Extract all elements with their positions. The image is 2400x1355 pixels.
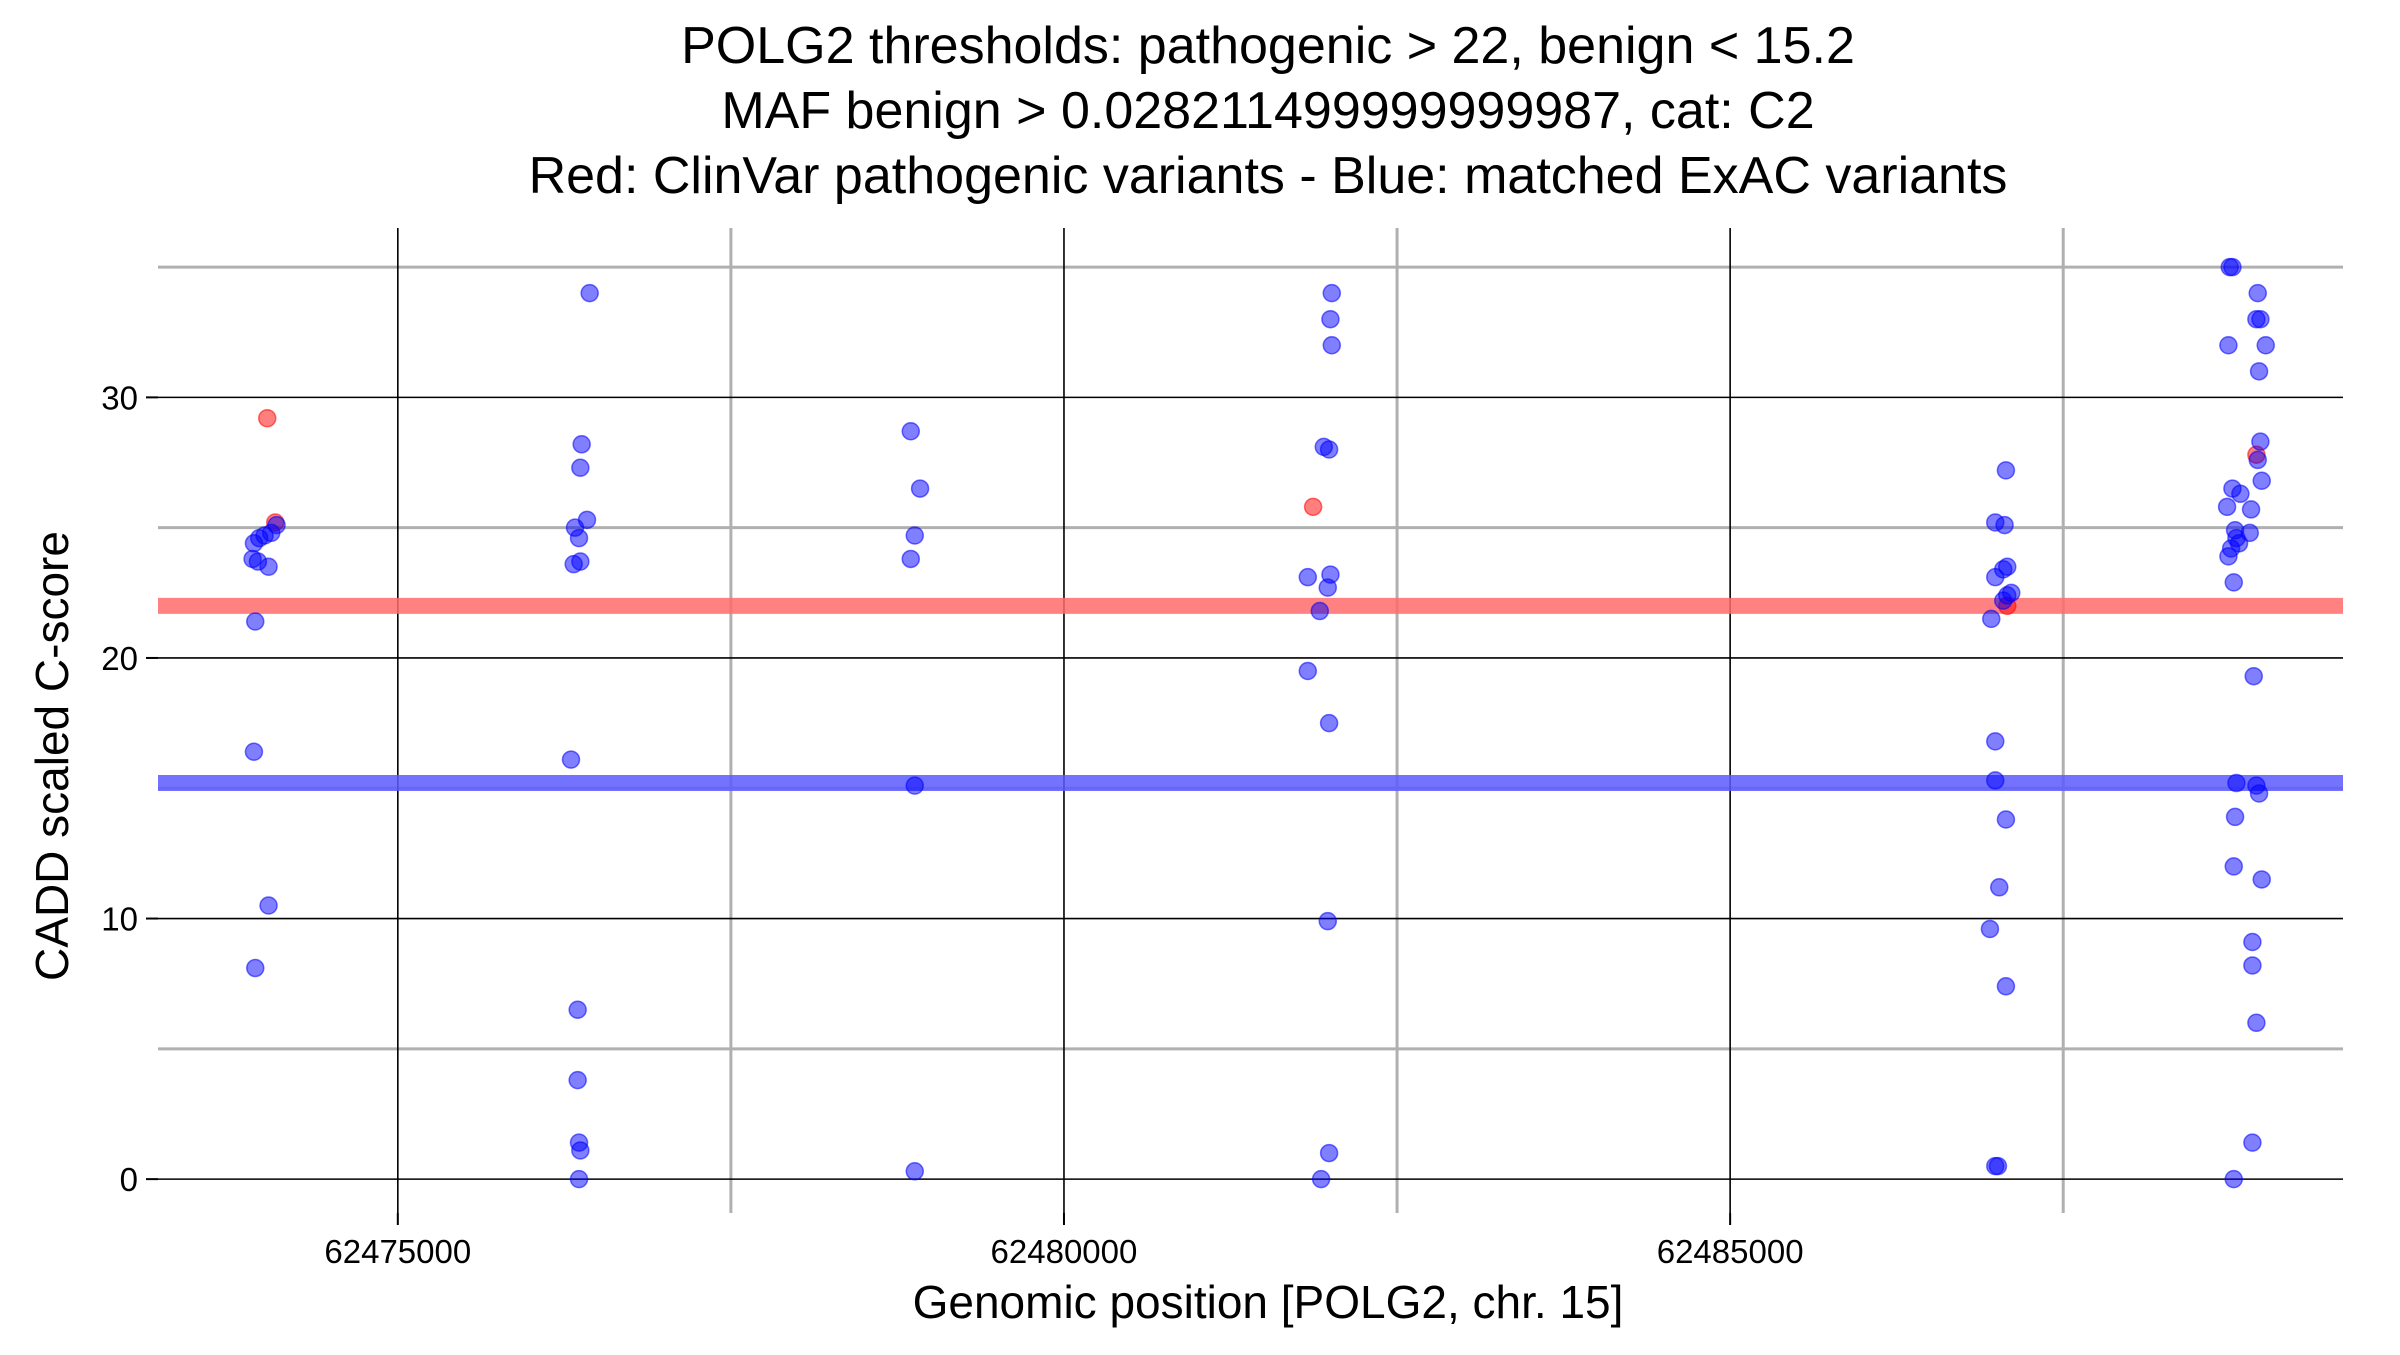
y-tick-label: 0 — [120, 1161, 138, 1198]
clinvar-pathogenic-point — [258, 408, 277, 428]
exac-variant-point — [1319, 713, 1339, 733]
clinvar-pathogenic-point — [1303, 497, 1323, 517]
exac-variant-point — [571, 458, 590, 477]
exac-variant-point — [1996, 461, 2016, 480]
exac-variant-point — [2224, 857, 2243, 876]
exac-variant-point — [580, 283, 599, 303]
exac-variant-point — [1298, 661, 1318, 681]
chart-title-line-3: Red: ClinVar pathogenic variants - Blue:… — [529, 147, 2008, 205]
exac-variant-point — [2247, 1013, 2266, 1033]
chart-title-line-2: MAF benign > 0.028211499999999987, cat: … — [721, 82, 1814, 140]
exac-variant-point — [2231, 484, 2250, 504]
x-tick-label: 62485000 — [1657, 1233, 1804, 1270]
exac-variant-point — [1996, 810, 2016, 829]
exac-variant-point — [259, 557, 278, 577]
y-tick-label: 20 — [101, 640, 138, 677]
exac-variant-point — [244, 742, 264, 762]
y-axis-label: CADD scaled C-score — [26, 531, 78, 981]
exac-variant-point — [2227, 773, 2246, 793]
exac-variant-point — [1318, 911, 1338, 931]
exac-variant-point — [246, 612, 265, 631]
exac-variant-point — [246, 958, 265, 978]
x-axis-label: Genomic position [POLG2, chr. 15] — [913, 1276, 1624, 1328]
exac-variant-point — [1319, 440, 1339, 459]
exac-variant-point — [2219, 547, 2238, 566]
x-tick-label: 62480000 — [991, 1233, 1138, 1270]
exac-variant-point — [259, 896, 278, 915]
exac-variant-point — [2243, 932, 2262, 952]
exac-variant-point — [2249, 784, 2269, 803]
exac-variant-point — [2248, 450, 2267, 470]
point-layer — [243, 257, 2275, 1189]
exac-variant-point — [1998, 557, 2017, 577]
exac-variant-point — [1990, 878, 2009, 897]
exac-variant-point — [2223, 257, 2242, 277]
exac-variant-point — [1995, 515, 2014, 535]
exac-variant-point — [2252, 870, 2271, 889]
y-tick-label: 10 — [101, 901, 138, 938]
exac-variant-point — [2249, 362, 2269, 381]
exac-variant-point — [568, 1070, 587, 1090]
exac-variant-point — [1311, 1169, 1331, 1189]
exac-variant-point — [2243, 1133, 2262, 1152]
exac-variant-point — [905, 526, 925, 545]
exac-variant-point — [2241, 500, 2261, 519]
exac-variant-point — [1322, 336, 1342, 355]
exac-variant-point — [2229, 534, 2249, 553]
exac-variant-point — [2225, 807, 2245, 827]
exac-variant-point — [1319, 1143, 1339, 1163]
x-tick-label: 62475000 — [324, 1233, 471, 1270]
exac-variant-point — [1310, 601, 1330, 621]
exac-variant-point — [568, 1000, 587, 1019]
exac-variant-point — [561, 750, 581, 769]
exac-variant-point — [1988, 1156, 2008, 1176]
exac-variant-point — [905, 1162, 925, 1181]
chart-title-line-1: POLG2 thresholds: pathogenic > 22, benig… — [681, 17, 1855, 75]
exac-variant-point — [572, 435, 591, 454]
exac-variant-point — [2243, 956, 2262, 975]
exac-variant-point — [2244, 666, 2263, 686]
exac-variant-point — [901, 549, 921, 569]
exac-variant-point — [2224, 1169, 2243, 1189]
exac-variant-point — [1986, 771, 2005, 790]
exac-variant-point — [1994, 591, 2013, 610]
exac-variant-point — [1986, 732, 2005, 751]
exac-variant-point — [2217, 497, 2237, 517]
exac-variant-point — [2219, 336, 2238, 355]
exac-variant-point — [901, 422, 921, 441]
threshold-layer — [158, 597, 2343, 792]
exac-variant-point — [2248, 283, 2267, 303]
exac-variant-point — [2256, 336, 2275, 355]
axis-layer: 0 10 20 30 62475000 62480000 62485000 — [101, 379, 1803, 1270]
exac-variant-point — [2251, 432, 2270, 451]
exac-variant-point — [571, 1141, 590, 1160]
exac-variant-point — [1321, 309, 1340, 329]
exac-variant-point — [910, 479, 930, 498]
exac-variant-point — [571, 552, 590, 571]
exac-variant-point — [1996, 977, 2016, 996]
exac-variant-point — [905, 776, 925, 795]
exac-variant-point — [569, 1169, 589, 1189]
exac-variant-point — [1322, 283, 1342, 303]
exac-variant-point — [2252, 471, 2271, 491]
exac-variant-point — [1298, 567, 1318, 587]
exac-variant-point — [2224, 573, 2243, 592]
exac-variant-point — [267, 515, 286, 535]
exac-variant-point — [1980, 919, 2000, 939]
exac-variant-point — [1318, 578, 1338, 597]
exac-variant-point — [2251, 309, 2270, 329]
grid-layer — [158, 228, 2343, 1213]
y-tick-label: 30 — [101, 379, 138, 416]
exac-variant-point — [1982, 609, 2001, 629]
exac-variant-point — [569, 528, 589, 548]
